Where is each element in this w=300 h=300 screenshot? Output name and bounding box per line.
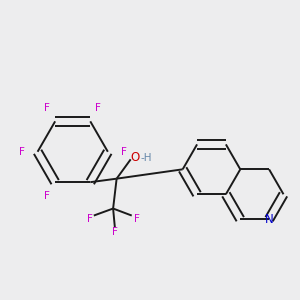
Text: O: O: [130, 151, 140, 164]
Text: F: F: [121, 147, 127, 157]
Text: F: F: [87, 214, 92, 224]
Text: F: F: [19, 147, 25, 157]
Text: N: N: [265, 213, 274, 226]
Text: F: F: [44, 191, 50, 201]
Text: -H: -H: [140, 153, 152, 163]
Text: F: F: [95, 103, 101, 112]
Text: F: F: [134, 214, 140, 224]
Text: F: F: [112, 227, 118, 237]
Text: F: F: [44, 103, 50, 112]
